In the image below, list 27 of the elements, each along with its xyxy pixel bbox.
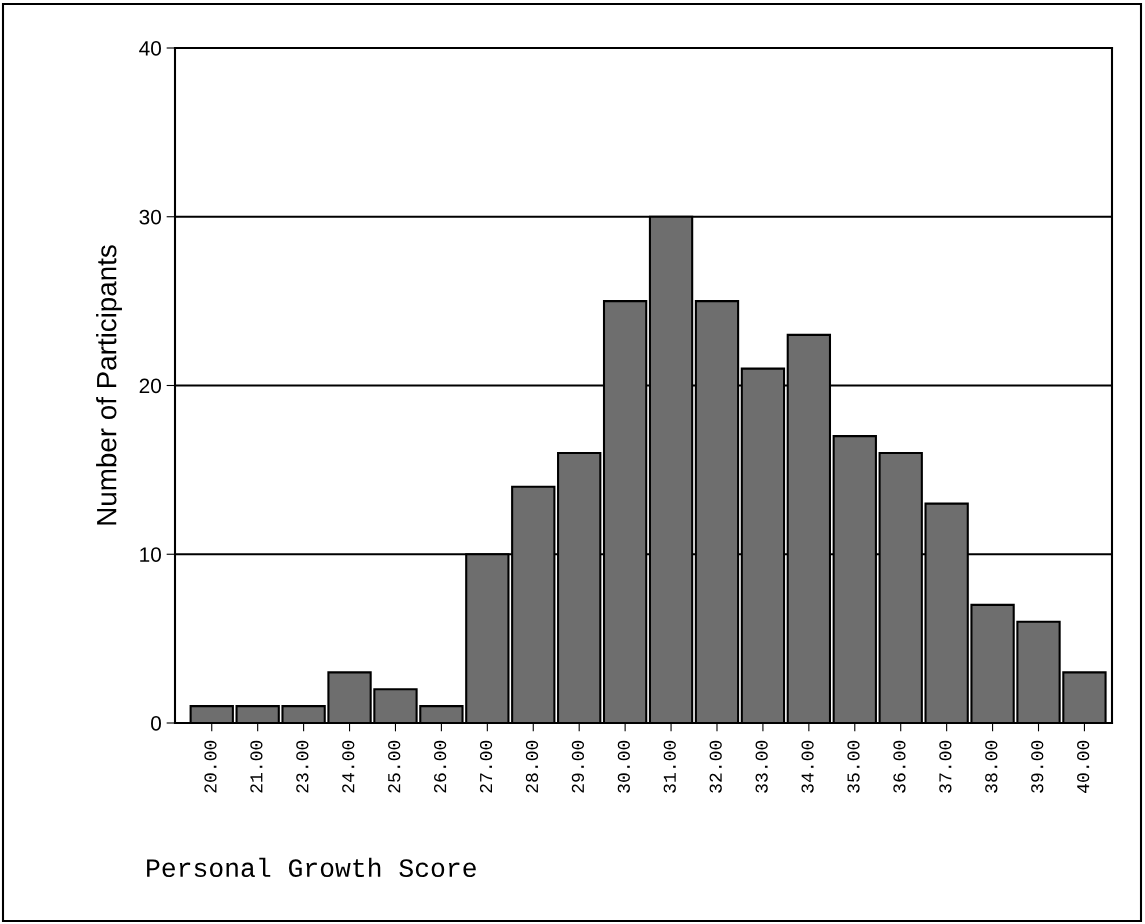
x-tick-label: 28.00 bbox=[525, 740, 539, 793]
x-tick-label: 37.00 bbox=[939, 740, 952, 793]
x-tick-label: 39.00 bbox=[1031, 740, 1044, 793]
x-tick-label: 38.00 bbox=[985, 740, 998, 793]
y-tick-label: 0 bbox=[151, 716, 161, 731]
x-tick-label: 35.00 bbox=[847, 740, 860, 793]
x-tick-label: 40.00 bbox=[1077, 740, 1090, 793]
x-axis-title: Personal Growth Score bbox=[147, 857, 476, 878]
x-tick-label: 34.00 bbox=[801, 740, 814, 793]
x-tick-label: 26.00 bbox=[433, 740, 447, 793]
y-tick-label: 10 bbox=[140, 547, 161, 562]
x-tick-label: 31.00 bbox=[663, 740, 676, 793]
y-tick-label: 20 bbox=[139, 378, 161, 394]
x-tick-label: 23.00 bbox=[296, 740, 309, 793]
y-tick-label: 40 bbox=[139, 41, 161, 56]
x-tick-label: 24.00 bbox=[342, 740, 355, 793]
y-tick-label: 30 bbox=[139, 209, 161, 225]
x-tick-label: 29.00 bbox=[571, 740, 585, 793]
x-tick-label: 20.00 bbox=[204, 740, 217, 793]
x-tick-label: 21.00 bbox=[250, 740, 263, 793]
x-tick-label: 25.00 bbox=[388, 740, 401, 793]
x-tick-label: 32.00 bbox=[709, 740, 722, 793]
y-axis-title: Number of Participants bbox=[96, 245, 122, 525]
x-tick-label: 36.00 bbox=[893, 740, 906, 793]
x-tick-label: 27.00 bbox=[479, 740, 493, 793]
x-tick-label: 33.00 bbox=[755, 740, 768, 793]
x-tick-label: 30.00 bbox=[617, 740, 630, 793]
